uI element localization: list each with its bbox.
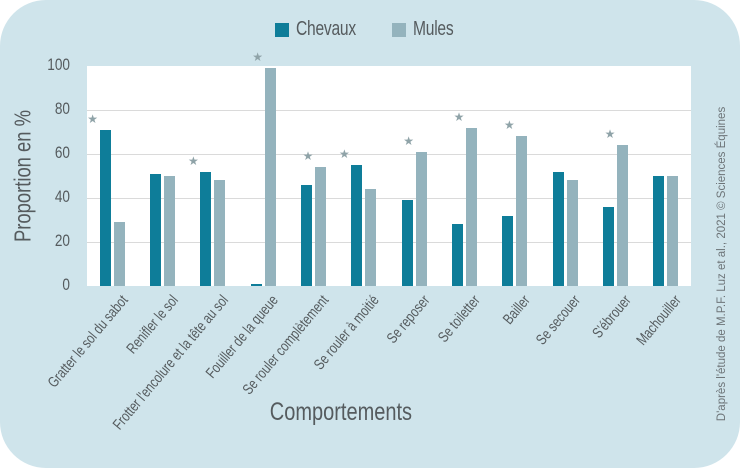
legend: Chevaux Mules: [0, 18, 740, 41]
significance-star-icon: ★: [453, 109, 465, 124]
significance-star-icon: ★: [187, 153, 199, 168]
bar-chevaux: [150, 173, 161, 286]
gridline: [87, 154, 691, 155]
bar-chevaux: [452, 224, 463, 286]
legend-swatch-chevaux: [274, 22, 289, 37]
bar-chevaux: [99, 129, 111, 286]
bar-chevaux: [351, 165, 363, 286]
bar-chevaux: [200, 171, 212, 286]
bar-chevaux: [301, 184, 312, 286]
significance-star-icon: ★: [252, 50, 264, 65]
gridline: [87, 242, 691, 243]
bar-mules: [164, 176, 175, 286]
bar-mules: [214, 180, 226, 286]
x-axis-title-text: Comportements: [269, 398, 413, 426]
bar-mules: [264, 68, 276, 286]
bar-chevaux: [653, 176, 665, 286]
bar-mules: [365, 189, 377, 286]
significance-star-icon: ★: [503, 118, 515, 133]
plot-area: ★ ★ ★ ★ ★ ★ ★ ★ ★: [87, 51, 691, 286]
bar-chevaux: [552, 171, 564, 286]
y-tick-label: 60: [54, 143, 70, 162]
legend-label-mules: Mules: [413, 18, 454, 40]
bar-mules: [113, 222, 125, 286]
bar-mules: [315, 167, 326, 286]
bar-mules: [566, 180, 578, 286]
significance-star-icon: ★: [87, 111, 99, 126]
significance-star-icon: ★: [302, 149, 314, 164]
y-tick-label: 0: [62, 275, 70, 294]
significance-star-icon: ★: [604, 127, 616, 142]
y-tick-label: 100: [47, 55, 70, 74]
bar-chevaux: [502, 215, 514, 286]
legend-label-chevaux: Chevaux: [295, 18, 356, 40]
y-tick-label: 40: [54, 187, 70, 206]
bar-mules: [516, 136, 528, 286]
significance-star-icon: ★: [403, 133, 415, 148]
y-axis-title: Proportion en %: [9, 110, 36, 242]
legend-swatch-mules: [392, 22, 407, 37]
bar-chevaux: [603, 206, 614, 286]
y-tick-label: 80: [54, 99, 70, 118]
bar-mules: [415, 151, 427, 286]
gridline: [87, 198, 691, 199]
legend-item-mules: Mules: [392, 18, 465, 41]
bar-mules: [667, 176, 679, 286]
bar-mules: [466, 127, 477, 286]
bar-chevaux: [401, 200, 413, 286]
significance-star-icon: ★: [338, 147, 350, 161]
legend-item-chevaux: Chevaux: [274, 18, 373, 41]
y-tick-label: 20: [54, 231, 70, 250]
source-credit: D'après l'étude de M.P.F. Luz et al., 20…: [716, 106, 728, 422]
bar-mules: [617, 145, 628, 286]
gridline: [87, 110, 691, 111]
bar-chevaux: [250, 283, 262, 286]
